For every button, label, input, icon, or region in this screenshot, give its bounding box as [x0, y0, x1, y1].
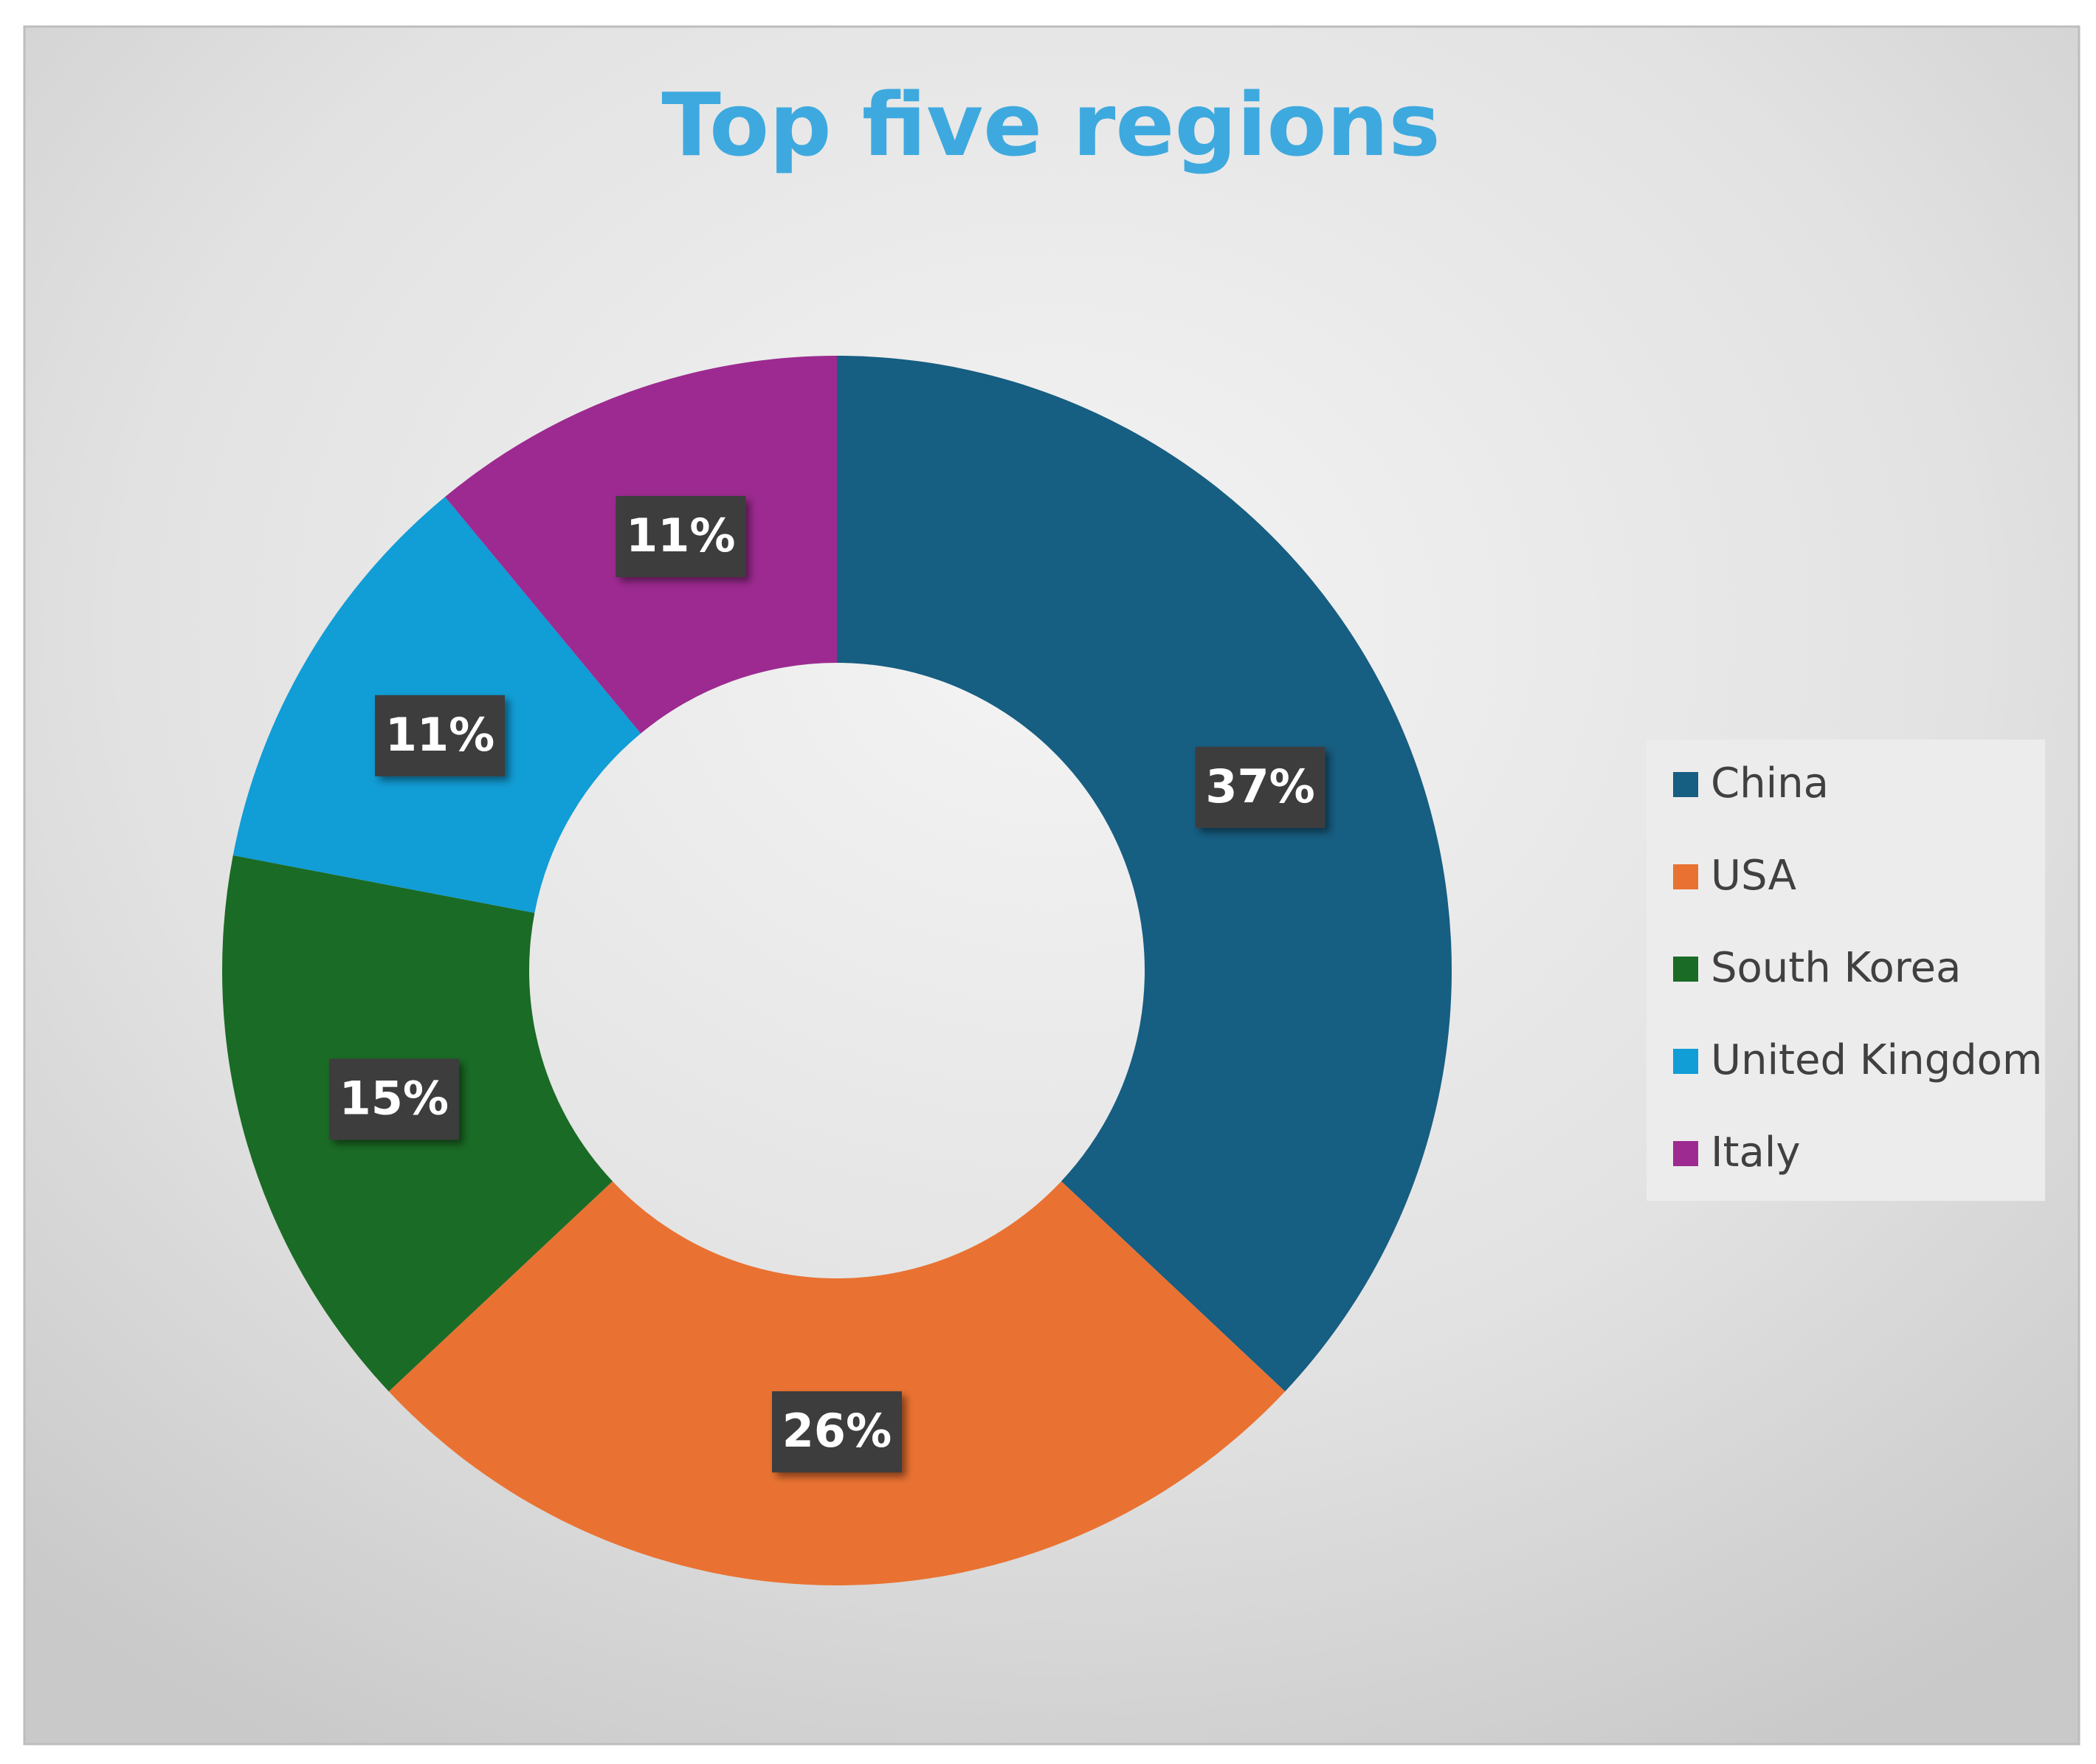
donut-slice — [837, 356, 1452, 1392]
legend-box — [1647, 740, 2045, 1201]
data-label: 11% — [385, 708, 494, 762]
data-label: 26% — [782, 1404, 892, 1458]
data-label: 15% — [339, 1071, 449, 1125]
legend-label: Italy — [1711, 1129, 1801, 1176]
legend-label: United Kingdom — [1711, 1036, 2042, 1084]
legend-swatch — [1673, 772, 1698, 797]
legend-swatch — [1673, 957, 1698, 982]
data-label-box — [1195, 746, 1325, 828]
chart-title: Top five regions — [661, 74, 1440, 176]
legend-label: USA — [1711, 852, 1796, 900]
legend-label: China — [1711, 759, 1829, 807]
data-label: 37% — [1205, 759, 1314, 813]
data-label-box — [616, 495, 746, 577]
donut-slice — [388, 1181, 1286, 1585]
legend-swatch — [1673, 1141, 1698, 1166]
data-label-box — [375, 695, 506, 776]
legend-label: South Korea — [1711, 944, 1961, 992]
data-label: 11% — [626, 509, 735, 562]
legend-swatch — [1673, 1049, 1698, 1074]
data-label-box — [328, 1058, 459, 1140]
legend-swatch — [1673, 864, 1698, 889]
data-label-box — [772, 1391, 902, 1472]
